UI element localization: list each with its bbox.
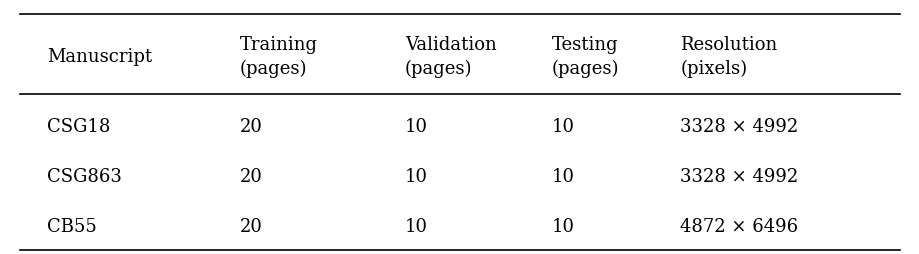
Text: CSG863: CSG863 <box>47 168 122 186</box>
Text: CB55: CB55 <box>47 218 96 236</box>
Text: 10: 10 <box>404 168 427 186</box>
Text: 10: 10 <box>551 218 574 236</box>
Text: Testing
(pages): Testing (pages) <box>551 36 618 78</box>
Text: 10: 10 <box>404 118 427 136</box>
Text: 20: 20 <box>240 168 263 186</box>
Text: CSG18: CSG18 <box>47 118 110 136</box>
Text: 20: 20 <box>240 118 263 136</box>
Text: 10: 10 <box>404 218 427 236</box>
Text: 3328 × 4992: 3328 × 4992 <box>679 168 798 186</box>
Text: 4872 × 6496: 4872 × 6496 <box>679 218 798 236</box>
Text: 20: 20 <box>240 218 263 236</box>
Text: Resolution
(pixels): Resolution (pixels) <box>679 36 777 78</box>
Text: 10: 10 <box>551 168 574 186</box>
Text: 3328 × 4992: 3328 × 4992 <box>679 118 798 136</box>
Text: 10: 10 <box>551 118 574 136</box>
Text: Training
(pages): Training (pages) <box>240 36 318 78</box>
Text: Manuscript: Manuscript <box>47 48 153 66</box>
Text: Validation
(pages): Validation (pages) <box>404 36 496 78</box>
